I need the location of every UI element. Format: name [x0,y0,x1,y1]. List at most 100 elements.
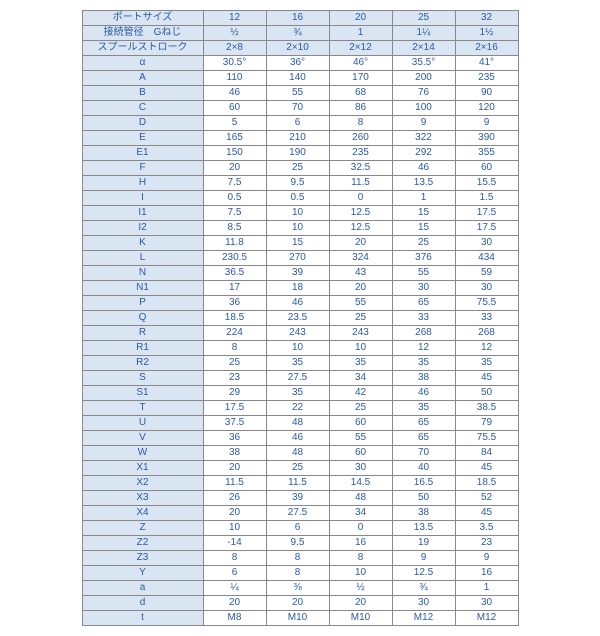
row-cell: 8 [266,551,329,566]
row-cell: 37.5 [203,416,266,431]
row-cell: 2×8 [203,41,266,56]
header-row-1: 接続管径 Gねじ½¾11¼1½ [82,26,518,41]
row-label: ポートサイズ [82,11,203,26]
row-cell: 2×12 [329,41,392,56]
row-label: E [82,131,203,146]
row-label: Z2 [82,536,203,551]
row-label: D [82,116,203,131]
row-cell: 1 [392,191,455,206]
body-row-35: a¼⅜½¾1 [82,581,518,596]
row-cell: 45 [455,371,518,386]
row-cell: ½ [329,581,392,596]
row-cell: 42 [329,386,392,401]
row-cell: 0 [329,191,392,206]
row-cell: 36° [266,56,329,71]
row-cell: 9 [392,551,455,566]
body-row-32: Z2-149.5161923 [82,536,518,551]
row-cell: 434 [455,251,518,266]
row-cell: 36 [203,431,266,446]
row-cell: 46 [392,161,455,176]
row-cell: 170 [329,71,392,86]
body-row-8: H7.59.511.513.515.5 [82,176,518,191]
row-cell: 12.5 [329,221,392,236]
row-cell: 260 [329,131,392,146]
body-row-3: C607086100120 [82,101,518,116]
body-row-6: E1150190235292355 [82,146,518,161]
row-cell: 224 [203,326,266,341]
row-cell: 230.5 [203,251,266,266]
body-row-24: U37.548606579 [82,416,518,431]
row-cell: 30 [455,281,518,296]
row-cell: 90 [455,86,518,101]
row-cell: 1 [329,26,392,41]
row-cell: 16 [329,536,392,551]
row-label: W [82,446,203,461]
row-cell: ⅜ [266,581,329,596]
row-cell: 292 [392,146,455,161]
row-cell: 10 [329,341,392,356]
row-cell: 9 [455,551,518,566]
body-row-29: X32639485052 [82,491,518,506]
row-cell: 23 [455,536,518,551]
row-cell: 55 [329,431,392,446]
row-cell: 25 [329,401,392,416]
row-cell: 10 [266,206,329,221]
row-cell: 48 [329,491,392,506]
row-cell: 110 [203,71,266,86]
row-cell: 1½ [455,26,518,41]
row-cell: 324 [329,251,392,266]
body-row-36: d2020203030 [82,596,518,611]
row-label: H [82,176,203,191]
row-label: Y [82,566,203,581]
row-label: L [82,251,203,266]
row-cell: 17.5 [455,206,518,221]
row-cell: ½ [203,26,266,41]
row-cell: 10 [266,341,329,356]
body-row-31: Z106013.53.5 [82,521,518,536]
row-cell: 22 [266,401,329,416]
row-cell: 20 [329,281,392,296]
row-cell: 10 [329,566,392,581]
row-cell: 40 [392,461,455,476]
row-cell: 86 [329,101,392,116]
body-row-2: B4655687690 [82,86,518,101]
body-row-30: X42027.5343845 [82,506,518,521]
row-cell: 150 [203,146,266,161]
row-cell: 55 [266,86,329,101]
row-cell: 60 [203,101,266,116]
spec-table: ポートサイズ1216202532接続管径 Gねじ½¾11¼1½スプールストローク… [82,10,519,626]
row-cell: ¾ [392,581,455,596]
row-cell: 12 [392,341,455,356]
row-cell: 10 [266,221,329,236]
body-row-28: X211.511.514.516.518.5 [82,476,518,491]
row-cell: 65 [392,416,455,431]
row-cell: 25 [392,11,455,26]
row-cell: 1 [455,581,518,596]
row-cell: 200 [392,71,455,86]
body-row-27: X12025304045 [82,461,518,476]
row-label: 接続管径 Gねじ [82,26,203,41]
row-cell: 35 [266,356,329,371]
row-cell: 0.5 [266,191,329,206]
row-cell: 25 [266,161,329,176]
row-cell: 15 [266,236,329,251]
row-cell: 23.5 [266,311,329,326]
row-label: d [82,596,203,611]
row-cell: 322 [392,131,455,146]
row-cell: 9 [455,116,518,131]
row-cell: 11.5 [203,476,266,491]
row-cell: 25 [392,236,455,251]
header-row-0: ポートサイズ1216202532 [82,11,518,26]
body-row-25: V3646556575.5 [82,431,518,446]
row-cell: 190 [266,146,329,161]
row-cell: 33 [455,311,518,326]
row-cell: ¼ [203,581,266,596]
row-cell: 235 [455,71,518,86]
row-cell: 38.5 [455,401,518,416]
row-cell: 68 [329,86,392,101]
row-label: P [82,296,203,311]
row-cell: 120 [455,101,518,116]
row-cell: 46 [266,431,329,446]
row-cell: 48 [266,446,329,461]
row-cell: 8 [203,341,266,356]
